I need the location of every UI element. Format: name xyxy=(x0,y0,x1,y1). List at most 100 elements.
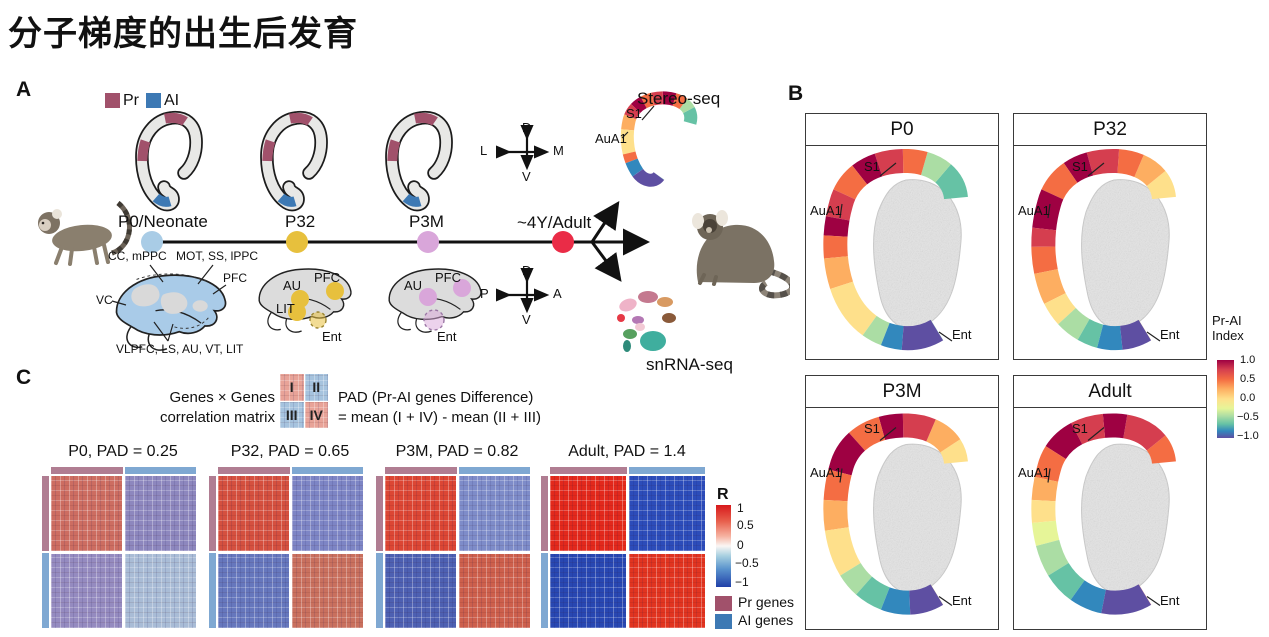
p0-region-bottom: VLPFC, LS, AU, VT, LIT xyxy=(116,342,244,356)
p3m-au-dot xyxy=(419,288,437,306)
quadrant-iv: IV xyxy=(304,401,328,428)
pad-formula-line2: = mean (I + IV) - mean (II + III) xyxy=(338,409,541,426)
heatmap-p32 xyxy=(209,467,363,628)
timeline-dot-p3m xyxy=(417,231,439,253)
pr-genes-swatch xyxy=(715,596,732,611)
stage-label-p3m: P3M xyxy=(409,212,444,231)
panel-a-artwork xyxy=(38,75,790,352)
ai-legend-label: AI xyxy=(164,92,180,109)
compass-sagittal-d: D xyxy=(522,263,532,278)
p0-label-leader-lines xyxy=(111,264,227,342)
quadrant-ii: II xyxy=(304,374,328,401)
ai-genes-swatch xyxy=(715,614,732,629)
heatmap-row-annotation xyxy=(42,476,49,628)
b-ent-label: Ent xyxy=(1160,593,1180,608)
p32-ent-label: Ent xyxy=(322,329,342,344)
stage-label-adult: ~4Y/Adult xyxy=(517,213,592,232)
heatmap-p3m xyxy=(376,467,530,628)
b-section-title: P3M xyxy=(806,376,998,408)
ai-genes-label: AI genes xyxy=(738,612,794,628)
r-tick-4: −0.5 xyxy=(735,556,759,570)
heatmap-title-adult: Adult, PAD = 1.4 xyxy=(568,443,686,460)
p3m-pfc-label: PFC xyxy=(435,270,461,285)
pr-genes-label: Pr genes xyxy=(738,594,795,610)
b-section-p0-image xyxy=(806,146,996,357)
compass-coronal-m: M xyxy=(553,143,564,158)
b-ent-label: Ent xyxy=(1160,327,1180,342)
heatmap-row-annotation xyxy=(376,476,383,628)
b-section-p3m: P3M S1 AuA1 Ent xyxy=(805,375,999,630)
stage-label-p32: P32 xyxy=(285,212,316,231)
compass-sagittal-p: P xyxy=(480,286,489,301)
p0-lateral-brain xyxy=(115,273,227,352)
page-title: 分子梯度的出生后发育 xyxy=(8,15,358,53)
b-s1-label: S1 xyxy=(1072,159,1088,174)
heatmap-adult xyxy=(541,467,705,628)
b-section-adult: Adult S1 AuA1 Ent xyxy=(1013,375,1207,630)
heatmap-title-p0: P0, PAD = 0.25 xyxy=(68,443,178,460)
panel-c-label: C xyxy=(16,366,32,389)
p0-region-pfc: PFC xyxy=(223,271,247,285)
pad-formula-line1: PAD (Pr-AI genes Difference) xyxy=(338,389,534,406)
timeline-arrow xyxy=(150,201,650,282)
stereo-seq-label: Stereo-seq xyxy=(637,89,721,108)
heatmap-row-annotation xyxy=(541,476,548,628)
prai-tick-4: −0.5 xyxy=(1237,411,1259,423)
timeline-dot-p32 xyxy=(286,231,308,253)
compass-sagittal-a: A xyxy=(553,286,562,301)
compass-coronal-v: V xyxy=(522,169,531,184)
baby-marmoset-image xyxy=(38,201,132,266)
p32-lit-label: LIT xyxy=(276,301,295,316)
p3m-au-label: AU xyxy=(404,278,423,293)
pr-legend-swatch xyxy=(105,93,120,108)
stereo-s1-label: S1 xyxy=(626,106,642,121)
b-section-p3m-image xyxy=(806,408,996,626)
stereo-seq-ribbon xyxy=(622,98,691,180)
timeline-dot-adult xyxy=(552,231,574,253)
r-tick-2: 0.5 xyxy=(737,518,754,532)
compass-coronal-d: D xyxy=(522,120,532,135)
heatmap-title-p32: P32, PAD = 0.65 xyxy=(230,443,350,460)
adult-marmoset-image xyxy=(692,210,790,299)
p32-au-label: AU xyxy=(283,278,302,293)
heatmap-col-annotation xyxy=(385,467,530,474)
b-section-p32: P32 S1 xyxy=(1013,113,1207,360)
r-tick-3: 0 xyxy=(737,538,744,552)
pr-legend-label: Pr xyxy=(123,92,139,109)
p0-region-mot-ss-lppc: MOT, SS, lPPC xyxy=(176,249,259,263)
p0-region-cc-mppc: CC, mPPC xyxy=(108,249,167,263)
timeline-dot-p0 xyxy=(141,231,163,253)
stage-label-p0: P0/Neonate xyxy=(118,212,208,231)
compass-coronal-icon xyxy=(495,124,550,171)
p32-pfc-dot xyxy=(326,282,344,300)
snrna-seq-label: snRNA-seq xyxy=(646,355,733,374)
heatmap-title-p3m: P3M, PAD = 0.82 xyxy=(395,443,519,460)
b-section-p0: P0 S1 AuA1 xyxy=(805,113,999,360)
p3m-ent-dot xyxy=(423,309,445,331)
b-section-title: Adult xyxy=(1014,376,1206,408)
prai-tick-1: 1.0 xyxy=(1240,354,1256,366)
heatmap-col-annotation xyxy=(218,467,363,474)
heatmap-col-annotation xyxy=(550,467,705,474)
coronal-section-p0 xyxy=(142,118,196,205)
p32-pfc-label: PFC xyxy=(314,270,340,285)
p3m-pfc-dot xyxy=(453,279,471,297)
prai-tick-3: 0.0 xyxy=(1240,392,1256,404)
b-section-adult-image xyxy=(1014,408,1204,626)
p0-region-vc: VC xyxy=(96,293,113,307)
p32-lit-dot xyxy=(288,303,306,321)
b-section-title: P0 xyxy=(806,114,998,146)
b-section-p32-image xyxy=(1014,146,1204,357)
b-aua1-label: AuA1 xyxy=(1018,203,1050,218)
heatmap-p0 xyxy=(42,467,196,628)
r-tick-1: 1 xyxy=(737,501,744,515)
compass-coronal-l: L xyxy=(480,143,488,158)
compass-sagittal-v: V xyxy=(522,312,531,327)
quadrant-schematic: I II III IV xyxy=(280,374,328,428)
b-section-title: P32 xyxy=(1014,114,1206,146)
p32-ent-dot xyxy=(309,311,327,329)
b-aua1-label: AuA1 xyxy=(810,203,842,218)
prai-colorbar-title-1: Pr-AI xyxy=(1212,313,1242,328)
heatmap-col-annotation xyxy=(51,467,196,474)
